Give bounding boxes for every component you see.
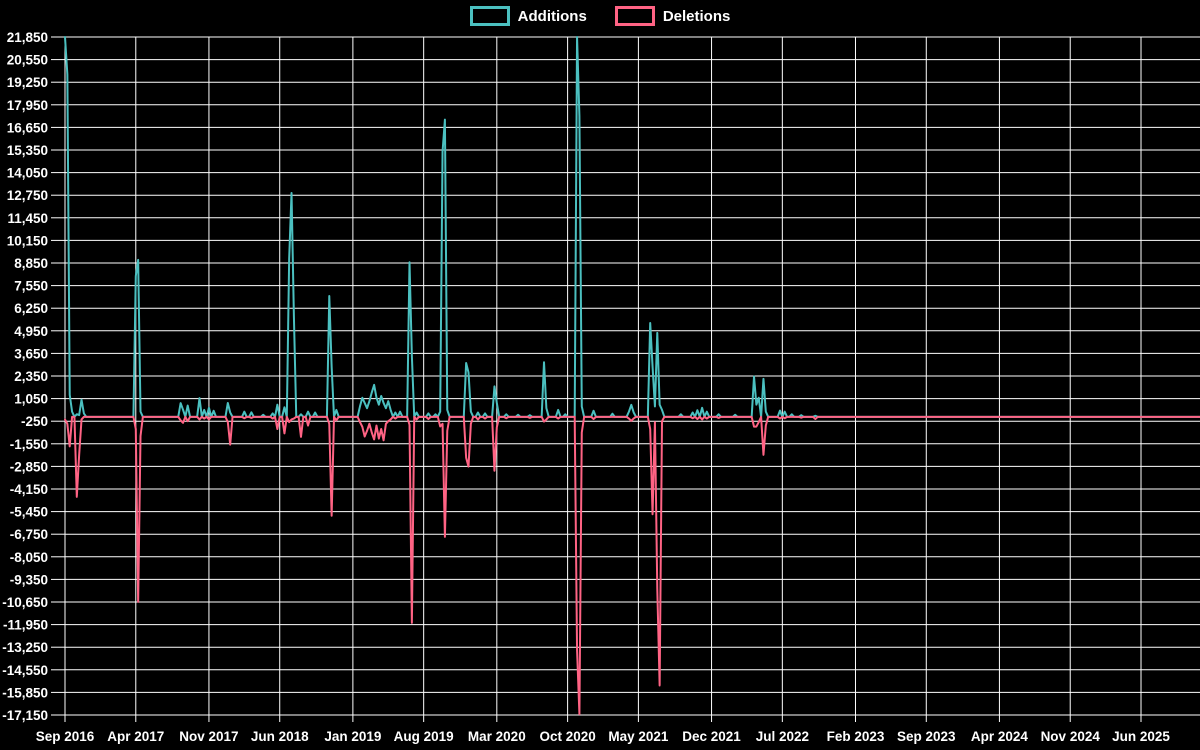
y-tick-label: -9,350 bbox=[10, 572, 48, 587]
x-axis-labels: Sep 2016 Apr 2017 Nov 2017 Jun 2018 Jan 2019… bbox=[36, 729, 1171, 744]
y-tick-label: 12,750 bbox=[7, 188, 48, 203]
x-tick-label: Nov 2017 bbox=[179, 729, 238, 744]
legend-item-deletions[interactable]: Deletions bbox=[614, 6, 731, 26]
y-tick-label: 17,950 bbox=[7, 98, 48, 113]
y-tick-label: 21,850 bbox=[7, 30, 48, 45]
y-tick-label: 19,250 bbox=[7, 75, 48, 90]
y-tick-label: -11,950 bbox=[3, 618, 48, 633]
y-tick-label: 14,050 bbox=[7, 166, 48, 181]
y-tick-label: -6,750 bbox=[10, 527, 48, 542]
y-tick-label: 16,650 bbox=[7, 120, 48, 135]
y-tick-label: -2,850 bbox=[10, 459, 48, 474]
x-tick-label: Jul 2022 bbox=[756, 729, 809, 744]
y-axis-labels: 21,850 20,550 19,250 17,950 16,650 15,350 14,0… bbox=[2, 30, 48, 723]
y-tick-label: -10,650 bbox=[2, 595, 48, 610]
x-tick-label: Aug 2019 bbox=[394, 729, 454, 744]
legend-label-deletions: Deletions bbox=[662, 7, 731, 25]
x-tick-label: Jun 2025 bbox=[1112, 729, 1170, 744]
y-tick-label: 6,250 bbox=[14, 301, 48, 316]
chart-legend: Additions Deletions bbox=[0, 6, 1200, 26]
y-tick-label: -8,050 bbox=[10, 550, 48, 565]
y-tick-label: 4,950 bbox=[14, 324, 48, 339]
y-tick-label: -5,450 bbox=[10, 505, 48, 520]
y-tick-label: -14,550 bbox=[2, 663, 48, 678]
x-tick-label: Nov 2024 bbox=[1041, 729, 1101, 744]
y-tick-label: -13,250 bbox=[2, 640, 48, 655]
grid-lines bbox=[64, 36, 1200, 716]
y-tick-label: 10,150 bbox=[7, 233, 48, 248]
y-tick-label: -4,150 bbox=[10, 482, 48, 497]
x-tick-label: Apr 2024 bbox=[971, 729, 1029, 744]
y-tick-label: 7,550 bbox=[14, 279, 48, 294]
y-tick-label: 3,650 bbox=[14, 346, 48, 361]
y-tick-label: 11,450 bbox=[7, 211, 48, 226]
deletions-line bbox=[64, 415, 1200, 716]
axis-ticks bbox=[51, 36, 1142, 722]
y-tick-label: -17,150 bbox=[2, 708, 48, 723]
y-tick-label: -1,550 bbox=[10, 437, 48, 452]
y-tick-label: 15,350 bbox=[7, 143, 48, 158]
x-tick-label: Oct 2020 bbox=[539, 729, 595, 744]
legend-item-additions[interactable]: Additions bbox=[469, 6, 587, 26]
additions-swatch-icon bbox=[469, 6, 510, 26]
x-tick-label: Dec 2021 bbox=[682, 729, 741, 744]
x-tick-label: Mar 2020 bbox=[468, 729, 526, 744]
y-tick-label: -250 bbox=[21, 414, 48, 429]
x-tick-label: Jun 2018 bbox=[251, 729, 309, 744]
legend-label-additions: Additions bbox=[517, 7, 587, 25]
x-tick-label: Apr 2017 bbox=[107, 729, 164, 744]
y-tick-label: 8,850 bbox=[14, 256, 48, 271]
y-tick-label: 20,550 bbox=[7, 53, 48, 68]
x-tick-label: Jan 2019 bbox=[324, 729, 381, 744]
y-tick-label: 2,350 bbox=[14, 369, 48, 384]
y-tick-label: 1,050 bbox=[14, 392, 48, 407]
y-tick-label: -15,850 bbox=[2, 685, 48, 700]
x-tick-label: May 2021 bbox=[608, 729, 669, 744]
x-tick-label: Feb 2023 bbox=[827, 729, 885, 744]
x-tick-label: Sep 2016 bbox=[36, 729, 95, 744]
additions-line bbox=[64, 36, 1200, 418]
x-tick-label: Sep 2023 bbox=[897, 729, 956, 744]
series-lines bbox=[64, 36, 1200, 716]
deletions-swatch-icon bbox=[614, 6, 655, 26]
